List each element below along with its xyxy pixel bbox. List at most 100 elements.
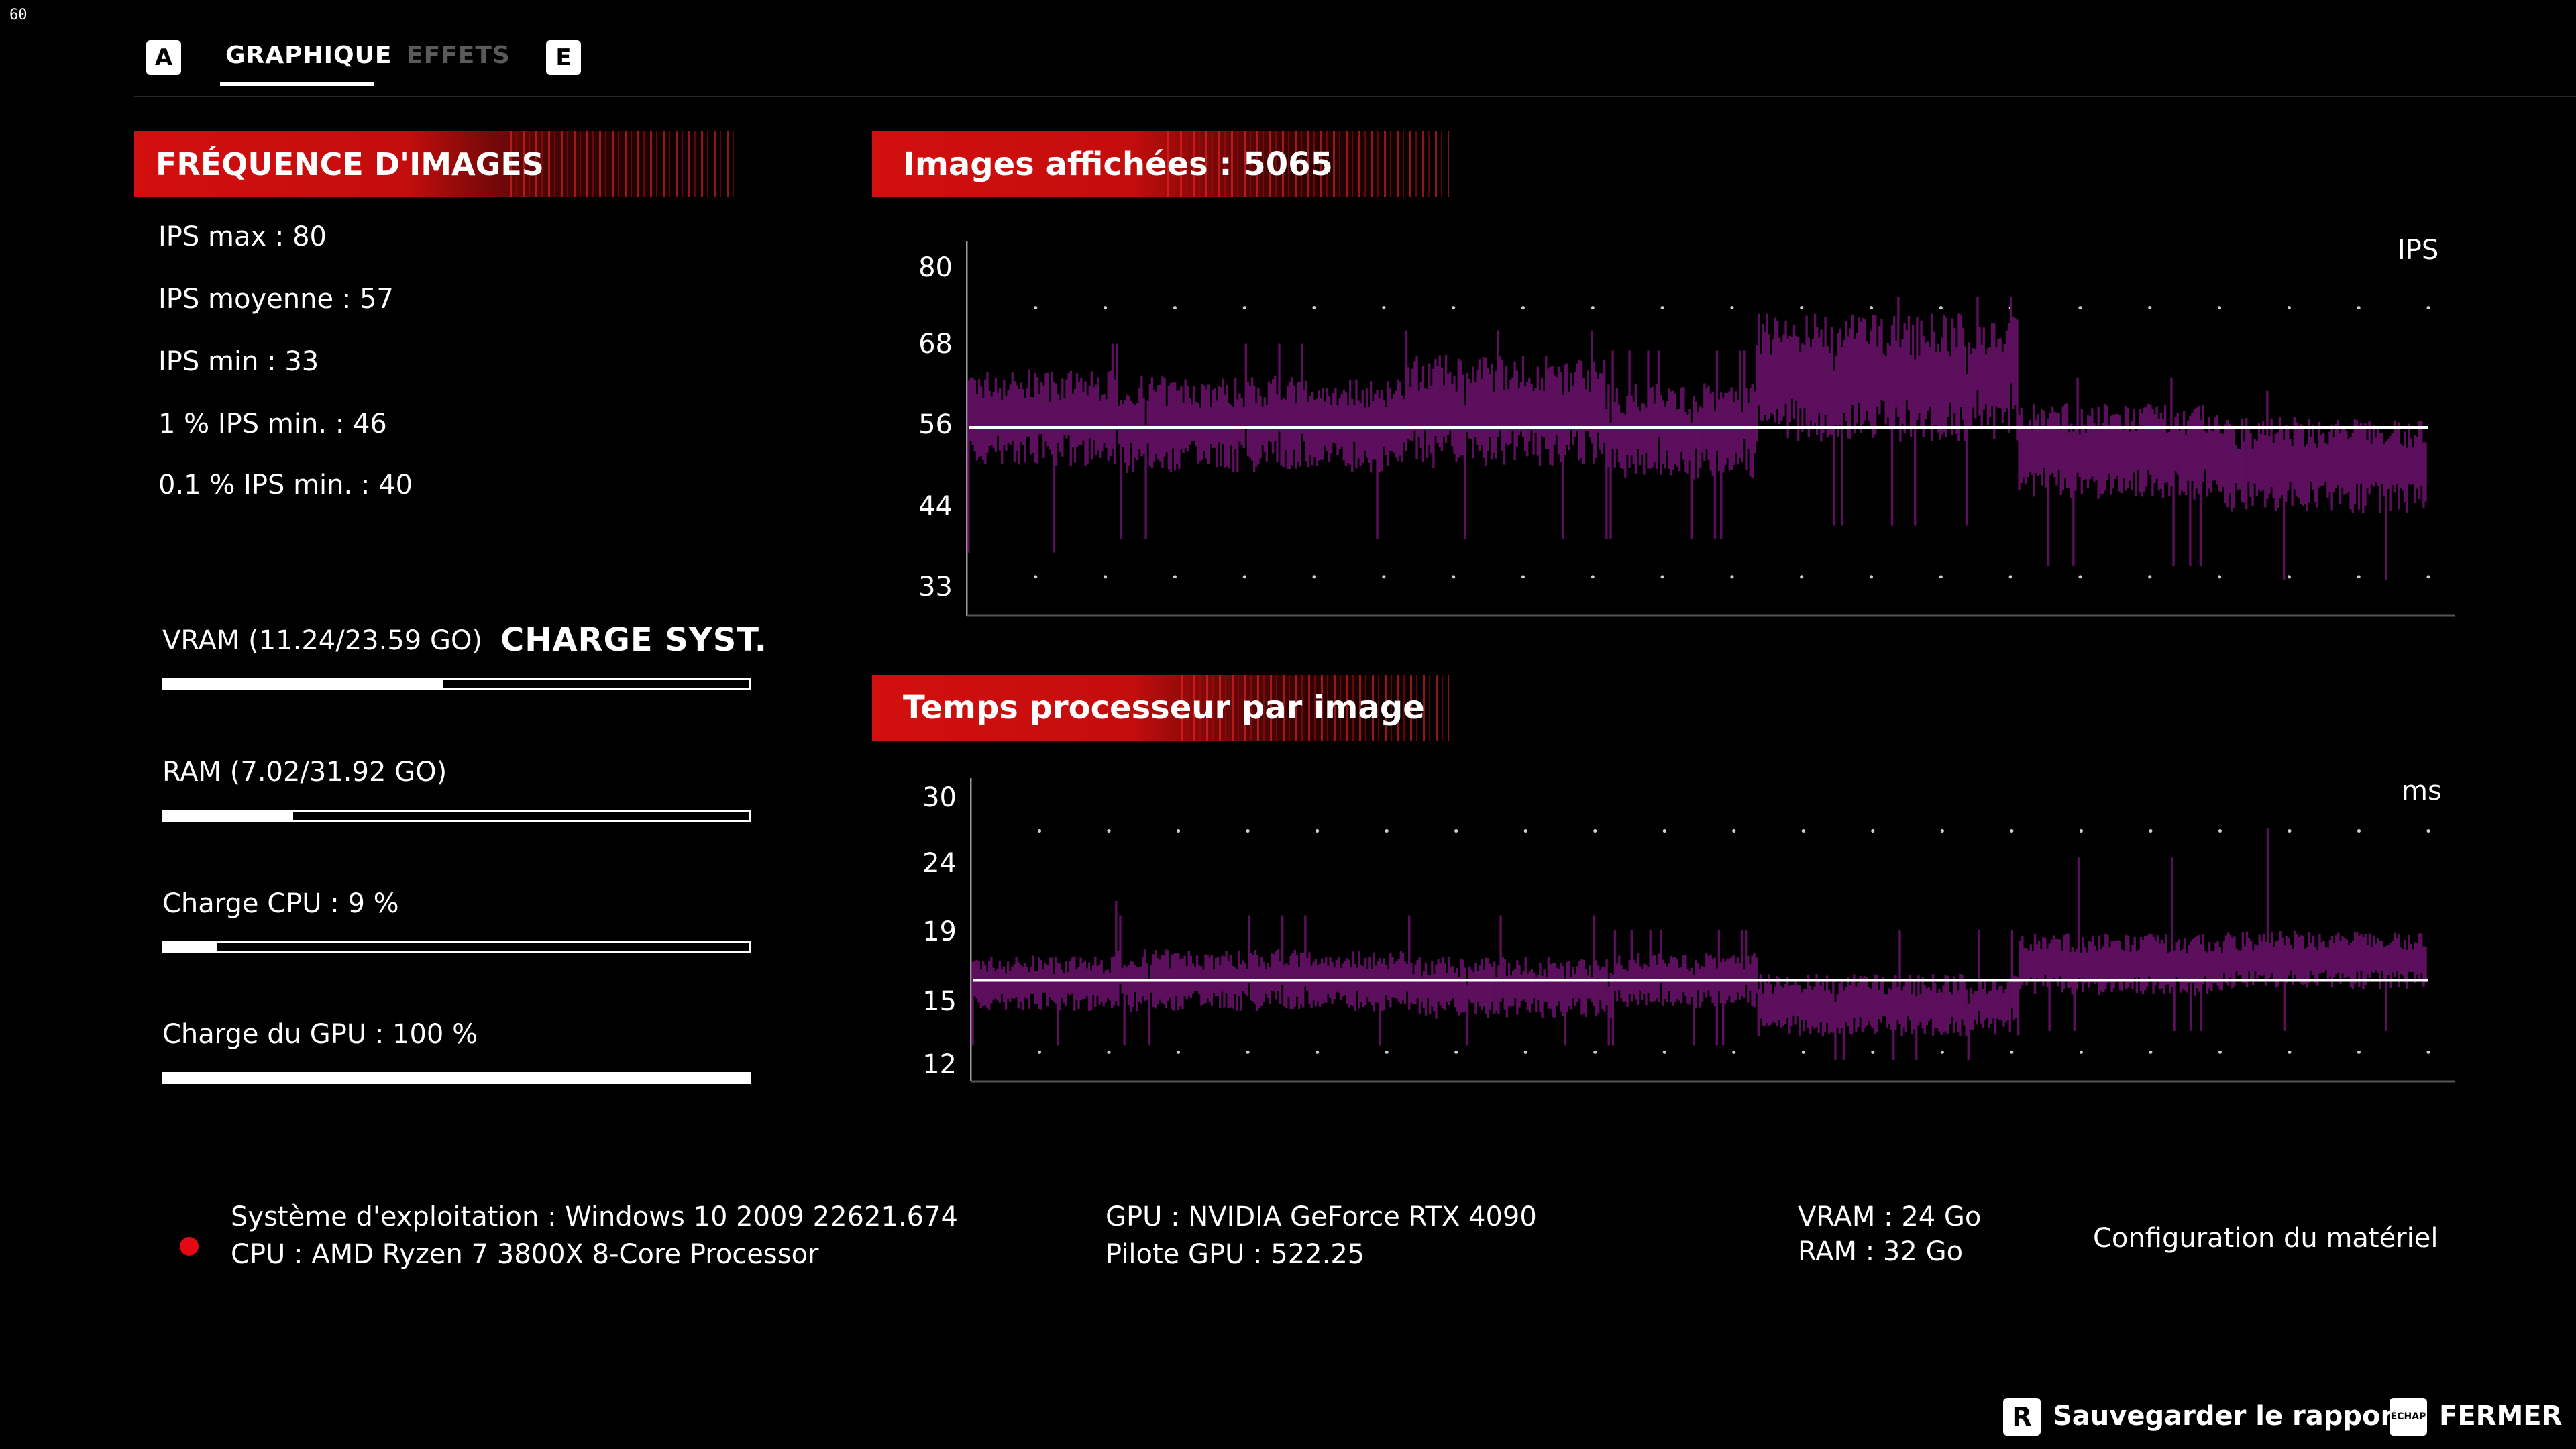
save-report-key[interactable]: R <box>2003 1398 2041 1436</box>
grid-dot <box>2010 829 2014 833</box>
prev-tab-key[interactable]: A <box>146 40 181 75</box>
grid-dot <box>1246 1050 1250 1054</box>
grid-dot <box>1800 575 1804 579</box>
grid-dot <box>1591 306 1595 310</box>
grid-dot <box>1034 306 1038 310</box>
grid-dot <box>1452 575 1456 579</box>
grid-dot <box>1312 575 1316 579</box>
grid-dot <box>1870 575 1874 579</box>
grid-dot <box>1662 1050 1666 1054</box>
grid-dot <box>1732 829 1736 833</box>
grid-dot <box>1454 1050 1458 1054</box>
grid-dot <box>1940 1050 1944 1054</box>
grid-dot <box>1242 575 1246 579</box>
frametime-y-tick: 24 <box>922 848 957 879</box>
system-load-title: CHARGE SYST. <box>500 621 767 659</box>
grid-dot <box>1385 829 1389 833</box>
grid-dot <box>1870 306 1874 310</box>
fps-chart-title: Images affichées : 5065 <box>903 146 1333 183</box>
grid-dot <box>1034 575 1038 579</box>
fps-chart-unit: IPS <box>2398 235 2439 266</box>
fps-chart <box>966 241 2455 617</box>
grid-dot <box>2218 829 2222 833</box>
cpu-load-fill <box>164 943 217 951</box>
grid-dot <box>2426 306 2430 310</box>
grid-dot <box>2288 1050 2292 1054</box>
grid-dot <box>2288 829 2292 833</box>
stat-fps-average: IPS moyenne : 57 <box>158 284 394 315</box>
grid-dot <box>1523 829 1527 833</box>
stat-fps-max: IPS max : 80 <box>158 221 327 252</box>
ram-usage-label: RAM (7.02/31.92 GO) <box>162 757 447 788</box>
frametime-y-tick: 12 <box>922 1049 957 1080</box>
tab-effets[interactable]: EFFETS <box>407 42 511 69</box>
gpu-load-fill <box>164 1074 749 1082</box>
gpu-info: GPU : NVIDIA GeForce RTX 4090 <box>1106 1201 1537 1232</box>
grid-dot <box>1104 306 1108 310</box>
grid-dot <box>1316 1050 1320 1054</box>
grid-dot <box>1591 575 1595 579</box>
frametime-chart-banner: Temps processeur par image <box>872 675 1449 741</box>
nav-divider <box>134 96 2576 97</box>
os-info: Système d'exploitation : Windows 10 2009… <box>231 1201 958 1232</box>
close-button[interactable]: FERMER <box>2439 1401 2563 1432</box>
grid-dot <box>1940 829 1944 833</box>
grid-dot <box>1242 306 1246 310</box>
grid-dot <box>2148 306 2152 310</box>
grid-dot <box>1523 1050 1527 1054</box>
grid-dot <box>2078 575 2082 579</box>
grid-dot <box>2218 1050 2222 1054</box>
grid-dot <box>1801 829 1805 833</box>
grid-dot <box>1316 829 1320 833</box>
grid-dot <box>1521 575 1525 579</box>
cpu-info: CPU : AMD Ryzen 7 3800X 8-Core Processor <box>231 1239 819 1270</box>
fps-y-tick: 56 <box>918 409 953 440</box>
banner-glitch-texture <box>1181 675 1449 741</box>
grid-dot <box>1730 306 1734 310</box>
escape-key[interactable]: ÉCHAP <box>2390 1398 2427 1436</box>
fps-y-tick: 33 <box>918 572 953 602</box>
banner-glitch-texture <box>510 131 738 197</box>
fps-y-tick: 68 <box>918 329 953 360</box>
grid-dot <box>2357 575 2361 579</box>
grid-dot <box>1104 575 1108 579</box>
frame-rate-banner: FRÉQUENCE D'IMAGES <box>134 131 738 197</box>
grid-dot <box>1452 306 1456 310</box>
grid-dot <box>1107 1050 1111 1054</box>
ram-usage-bar <box>162 810 751 822</box>
tab-graphique[interactable]: GRAPHIQUE <box>225 42 392 69</box>
grid-dot <box>1177 829 1181 833</box>
frametime-chart-title: Temps processeur par image <box>903 689 1425 727</box>
frametime-chart-unit: ms <box>2402 775 2442 806</box>
stat-fps-1pct-low: 1 % IPS min. : 46 <box>158 409 387 439</box>
grid-dot <box>1382 306 1386 310</box>
grid-dot <box>1801 1050 1805 1054</box>
hardware-config-link[interactable]: Configuration du matériel <box>2093 1223 2438 1254</box>
grid-dot <box>2357 1050 2361 1054</box>
grid-dot <box>2426 1050 2430 1054</box>
frame-rate-title: FRÉQUENCE D'IMAGES <box>156 146 544 182</box>
grid-dot <box>2078 306 2082 310</box>
next-tab-key[interactable]: E <box>546 40 581 75</box>
fps-y-tick: 80 <box>918 252 953 283</box>
grid-dot <box>1939 306 1943 310</box>
grid-dot <box>2218 575 2222 579</box>
fps-counter: 60 <box>9 7 28 23</box>
ram-info: RAM : 32 Go <box>1798 1236 1964 1267</box>
grid-dot <box>1730 575 1734 579</box>
grid-dot <box>1177 1050 1181 1054</box>
grid-dot <box>2357 829 2361 833</box>
save-report-button[interactable]: Sauvegarder le rapport <box>2053 1401 2407 1432</box>
frametime-chart <box>970 778 2455 1083</box>
grid-dot <box>1871 829 1875 833</box>
status-dot <box>180 1237 199 1256</box>
grid-dot <box>1038 1050 1042 1054</box>
grid-dot <box>2287 306 2291 310</box>
grid-dot <box>1312 306 1316 310</box>
grid-dot <box>2079 1050 2083 1054</box>
grid-dot <box>1454 829 1458 833</box>
grid-dot <box>1939 575 1943 579</box>
grid-dot <box>1593 829 1597 833</box>
gpu-load-label: Charge du GPU : 100 % <box>162 1019 478 1050</box>
grid-dot <box>2148 575 2152 579</box>
